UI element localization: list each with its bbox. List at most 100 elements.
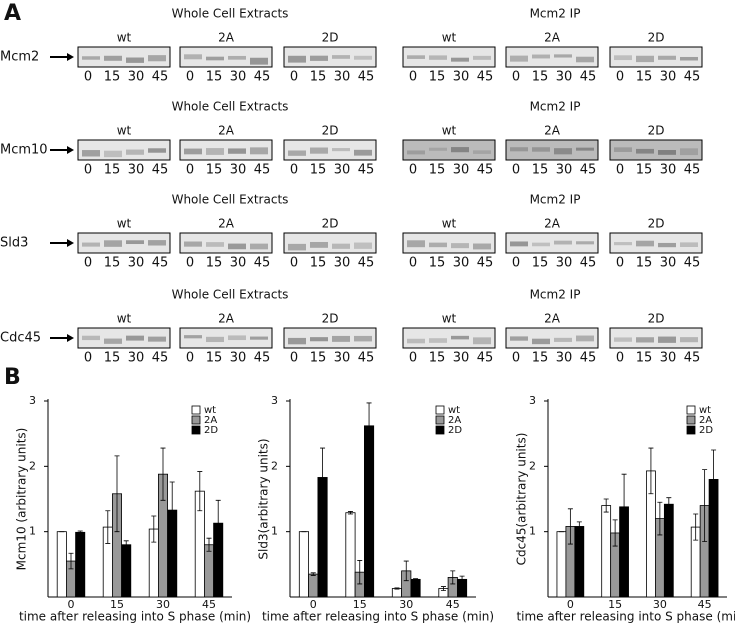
error-bar [197, 471, 203, 512]
timepoint-label: 15 [206, 70, 223, 85]
blot-band [614, 147, 632, 152]
timepoint-label: 45 [254, 351, 271, 366]
blot-band [658, 242, 676, 248]
timepoint-label: 45 [152, 70, 169, 85]
timepoint-label: 15 [310, 256, 327, 271]
bar [203, 544, 214, 598]
blot-band [473, 55, 491, 60]
timepoint-label: 0 [409, 351, 417, 366]
timepoint-label: 0 [512, 351, 520, 366]
blot-band [407, 150, 425, 155]
strain-label: 2D [648, 217, 665, 231]
blot-band [104, 150, 122, 158]
blot-band [636, 55, 654, 63]
timepoint-label: 30 [334, 256, 351, 271]
legend-label: 2D [699, 425, 713, 436]
timepoint-label: 15 [429, 256, 446, 271]
blot-band [288, 337, 306, 345]
timepoint-label: 0 [186, 70, 194, 85]
error-bar [459, 575, 465, 584]
legend-label: 2A [699, 415, 712, 426]
timepoint-label: 0 [616, 256, 624, 271]
section-title: Mcm2 IP [530, 100, 581, 114]
legend-swatch [686, 405, 696, 415]
timepoint-label: 0 [616, 351, 624, 366]
blot-band [429, 55, 447, 60]
legend-swatch [191, 425, 201, 435]
timepoint-label: 15 [104, 163, 121, 178]
blot-band [532, 54, 550, 59]
timepoint-label: 15 [104, 70, 121, 85]
blot-band [658, 55, 676, 60]
blot-band [288, 150, 306, 156]
timepoint-label: 0 [84, 70, 92, 85]
bar [601, 505, 612, 598]
blot [283, 139, 377, 161]
timepoint-label: 30 [660, 163, 677, 178]
blot [77, 46, 171, 68]
section-title: Whole Cell Extracts [172, 288, 289, 302]
blot-band [407, 338, 425, 344]
blot-band [250, 243, 268, 250]
bar [574, 526, 585, 598]
blot-band [429, 147, 447, 151]
timepoint-label: 30 [230, 256, 247, 271]
legend-label: 2A [204, 415, 217, 426]
blot-band [310, 55, 328, 61]
blot-band [614, 55, 632, 61]
error-bar [366, 402, 372, 450]
timepoint-label: 30 [556, 256, 573, 271]
timepoint-label: 0 [290, 163, 298, 178]
blot-band [532, 242, 550, 247]
timepoint-label: 45 [152, 256, 169, 271]
strain-label: 2D [648, 312, 665, 326]
error-bar [413, 578, 419, 581]
blot-band [576, 56, 594, 63]
timepoint-label: 30 [660, 70, 677, 85]
blot-band [473, 150, 491, 154]
timepoint-label: 45 [580, 351, 597, 366]
timepoint-label: 30 [128, 256, 145, 271]
blot-band [184, 54, 202, 60]
blot [179, 232, 273, 254]
blot-band [554, 148, 572, 155]
legend-label: wt [204, 405, 216, 416]
blot-band [228, 335, 246, 341]
blot-band [126, 149, 144, 155]
blot-band [510, 336, 528, 341]
error-bar [347, 511, 353, 515]
strain-label: 2D [648, 31, 665, 45]
timepoint-label: 15 [104, 351, 121, 366]
strain-label: wt [442, 217, 457, 231]
blot-band [680, 337, 698, 343]
section-title: Mcm2 IP [530, 7, 581, 21]
bar [663, 503, 674, 598]
arrow-head [67, 334, 74, 342]
blot-band [451, 57, 469, 62]
blot-band [250, 57, 268, 65]
blot [402, 139, 496, 161]
blot-band [332, 335, 350, 342]
blot [609, 139, 703, 161]
error-bar [151, 515, 157, 543]
blot-band [250, 336, 268, 340]
section-title: Mcm2 IP [530, 288, 581, 302]
timepoint-label: 15 [636, 351, 653, 366]
blot-band [680, 56, 698, 61]
arrow-head [67, 239, 74, 247]
error-bar [567, 508, 573, 545]
protein-label: Cdc45 [0, 331, 41, 346]
strain-label: 2D [648, 124, 665, 138]
timepoint-label: 45 [477, 351, 494, 366]
blot-band [658, 336, 676, 343]
bar [556, 531, 567, 598]
blot-band [510, 55, 528, 62]
strain-label: 2A [218, 124, 235, 138]
legend-label: wt [448, 405, 460, 416]
timepoint-label: 45 [152, 351, 169, 366]
blot-band [614, 337, 632, 342]
timepoint-label: 30 [230, 351, 247, 366]
strain-label: 2A [218, 31, 235, 45]
legend-swatch [435, 425, 445, 435]
